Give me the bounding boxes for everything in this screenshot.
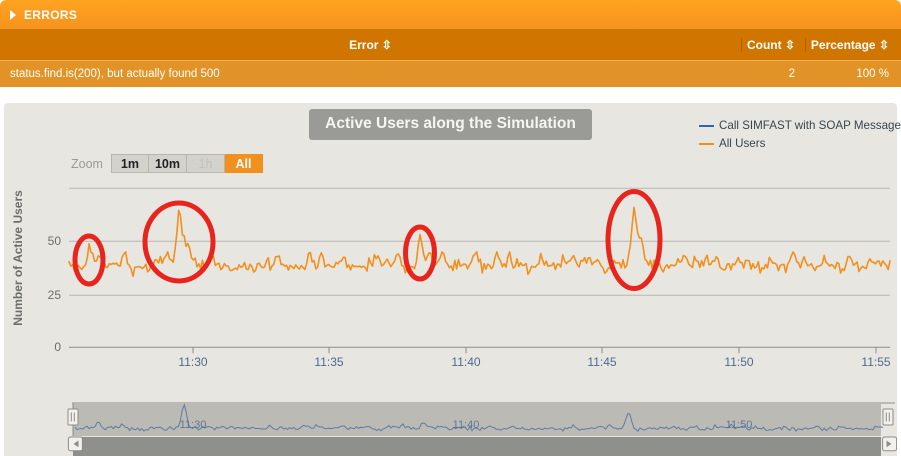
svg-text:11:50: 11:50 [726,419,753,431]
svg-text:11:30: 11:30 [178,355,207,369]
svg-text:11:40: 11:40 [453,419,480,431]
svg-text:11:35: 11:35 [314,355,343,369]
svg-text:11:40: 11:40 [451,355,480,369]
svg-text:0: 0 [54,340,61,354]
svg-text:25: 25 [48,288,62,302]
svg-text:11:50: 11:50 [724,355,753,369]
svg-text:Number of Active Users: Number of Active Users [11,190,25,326]
svg-text:11:55: 11:55 [861,355,890,369]
svg-text:11:30: 11:30 [180,419,207,431]
svg-text:11:45: 11:45 [587,355,616,369]
svg-text:50: 50 [48,234,62,248]
